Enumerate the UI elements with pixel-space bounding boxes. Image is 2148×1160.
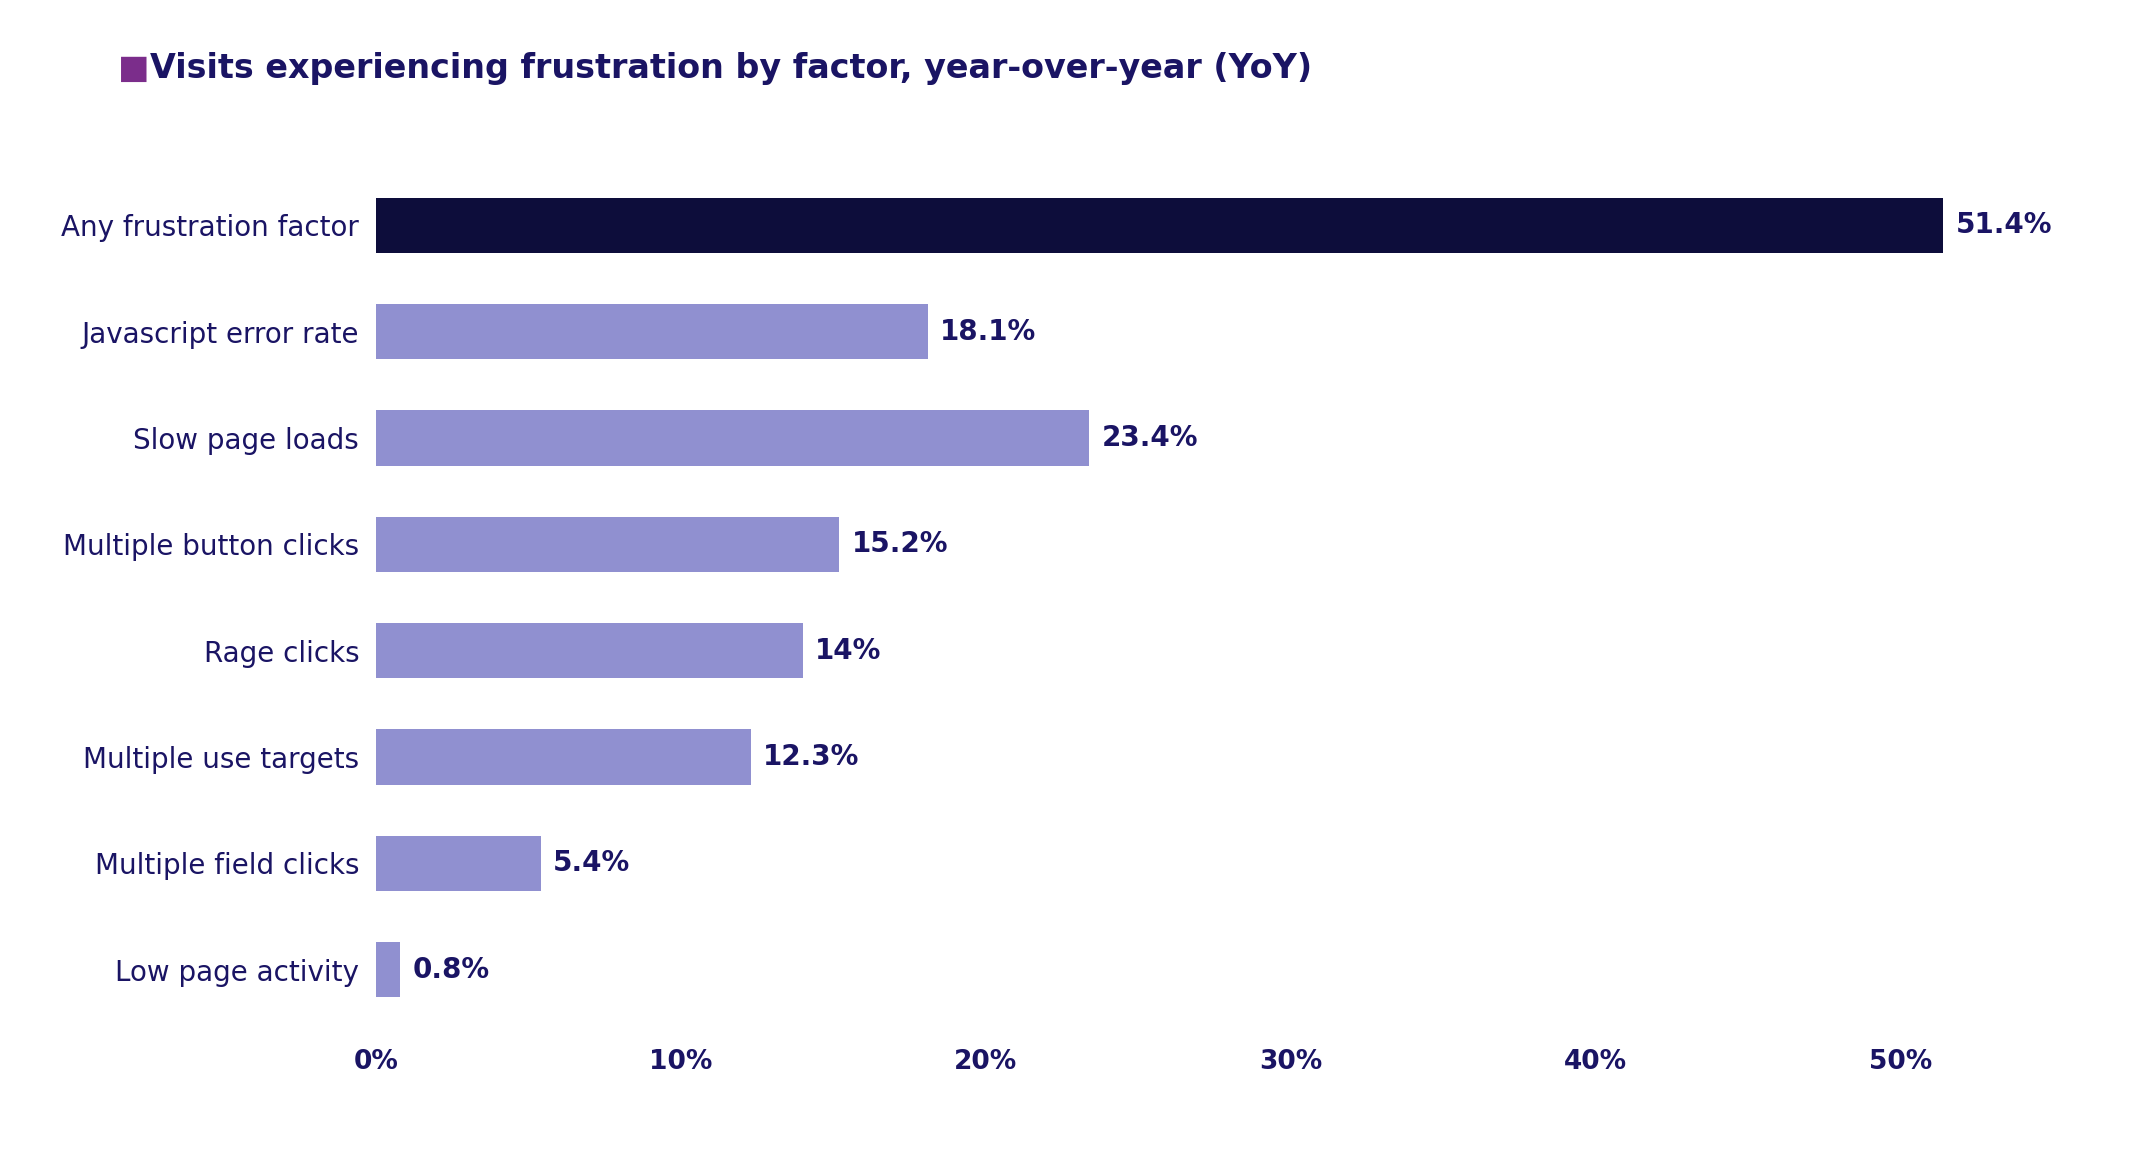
Text: 5.4%: 5.4%	[552, 849, 629, 877]
Text: 0.8%: 0.8%	[412, 956, 490, 984]
Bar	[376, 411, 1089, 465]
Text: 51.4%: 51.4%	[1955, 211, 2051, 239]
Bar	[376, 623, 803, 679]
Bar	[376, 835, 541, 891]
Bar	[376, 942, 400, 998]
Text: 12.3%: 12.3%	[763, 742, 859, 771]
Text: 15.2%: 15.2%	[851, 530, 947, 558]
Text: 14%: 14%	[814, 637, 881, 665]
Bar	[376, 197, 1944, 253]
Bar	[376, 516, 840, 572]
Bar	[376, 304, 928, 360]
Text: 18.1%: 18.1%	[941, 318, 1035, 346]
Text: Visits experiencing frustration by factor, year-over-year (YoY): Visits experiencing frustration by facto…	[150, 52, 1312, 85]
Text: ■: ■	[118, 52, 150, 85]
Text: 23.4%: 23.4%	[1102, 423, 1199, 452]
Bar	[376, 730, 752, 784]
